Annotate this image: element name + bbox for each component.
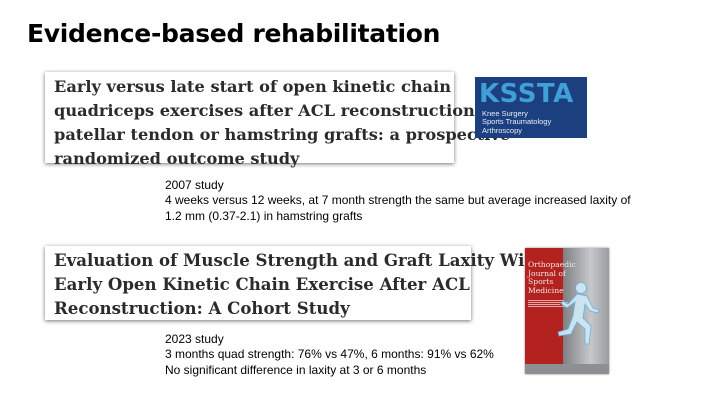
study-finding: 1.2 mm (0.37-2.1) in hamstring grafts xyxy=(165,208,363,223)
journal-name: KSSTA xyxy=(479,79,574,109)
paper-title-line: Evaluation of Muscle Strength and Graft … xyxy=(54,250,545,270)
paper-title-line: randomized outcome study xyxy=(54,149,300,168)
paper-title-line: Reconstruction: A Cohort Study xyxy=(54,298,350,318)
study-year: 2007 study xyxy=(165,178,224,192)
ojsm-journal-cover: Orthopaedic Journal of Sports Medicine xyxy=(525,248,609,374)
cover-bottom-band xyxy=(525,364,609,374)
journal-title-line: Orthopaedic xyxy=(528,260,576,269)
study-finding: 3 months quad strength: 76% vs 47%, 6 mo… xyxy=(165,347,494,362)
running-athlete-icon xyxy=(557,282,600,345)
journal-subtitle: Knee Surgery Sports Traumatology Arthros… xyxy=(482,109,586,135)
journal-subtitle-line: Knee Surgery xyxy=(482,109,528,118)
study-notes-2023: 2023 study 3 months quad strength: 76% v… xyxy=(165,332,494,378)
journal-title-line: Sports xyxy=(528,277,554,286)
cover-fineprint xyxy=(528,300,576,307)
journal-subtitle-line: Arthroscopy xyxy=(482,125,523,135)
journal-title: Orthopaedic Journal of Sports Medicine xyxy=(528,260,576,295)
study-notes-2007: 2007 study 4 weeks versus 12 weeks, at 7… xyxy=(165,178,631,224)
journal-title-line: Medicine xyxy=(528,285,564,295)
paper-title-line: patellar tendon or hamstring grafts: a p… xyxy=(54,125,511,144)
study-finding: No significant difference in laxity at 3… xyxy=(165,362,427,377)
study-year: 2023 study xyxy=(165,332,224,346)
ksssta-journal-logo: KSSTA Knee Surgery Sports Traumatology A… xyxy=(475,77,587,138)
paper-title-card-2007: Early versus late start of open kinetic … xyxy=(45,72,520,168)
paper-title-line: Early Open Kinetic Chain Exercise After … xyxy=(54,274,470,294)
study-finding: 4 weeks versus 12 weeks, at 7 month stre… xyxy=(165,193,631,208)
paper-title-card-2023: Evaluation of Muscle Strength and Graft … xyxy=(45,246,545,320)
paper-title-line: Early versus late start of open kinetic … xyxy=(54,77,451,96)
slide-title: Evidence-based rehabilitation xyxy=(27,19,441,48)
journal-subtitle-line: Sports Traumatology xyxy=(482,117,552,127)
cover-grey-panel xyxy=(563,248,609,374)
paper-title-line: quadriceps exercises after ACL reconstru… xyxy=(54,101,520,120)
journal-title-line: Journal of xyxy=(528,268,566,278)
